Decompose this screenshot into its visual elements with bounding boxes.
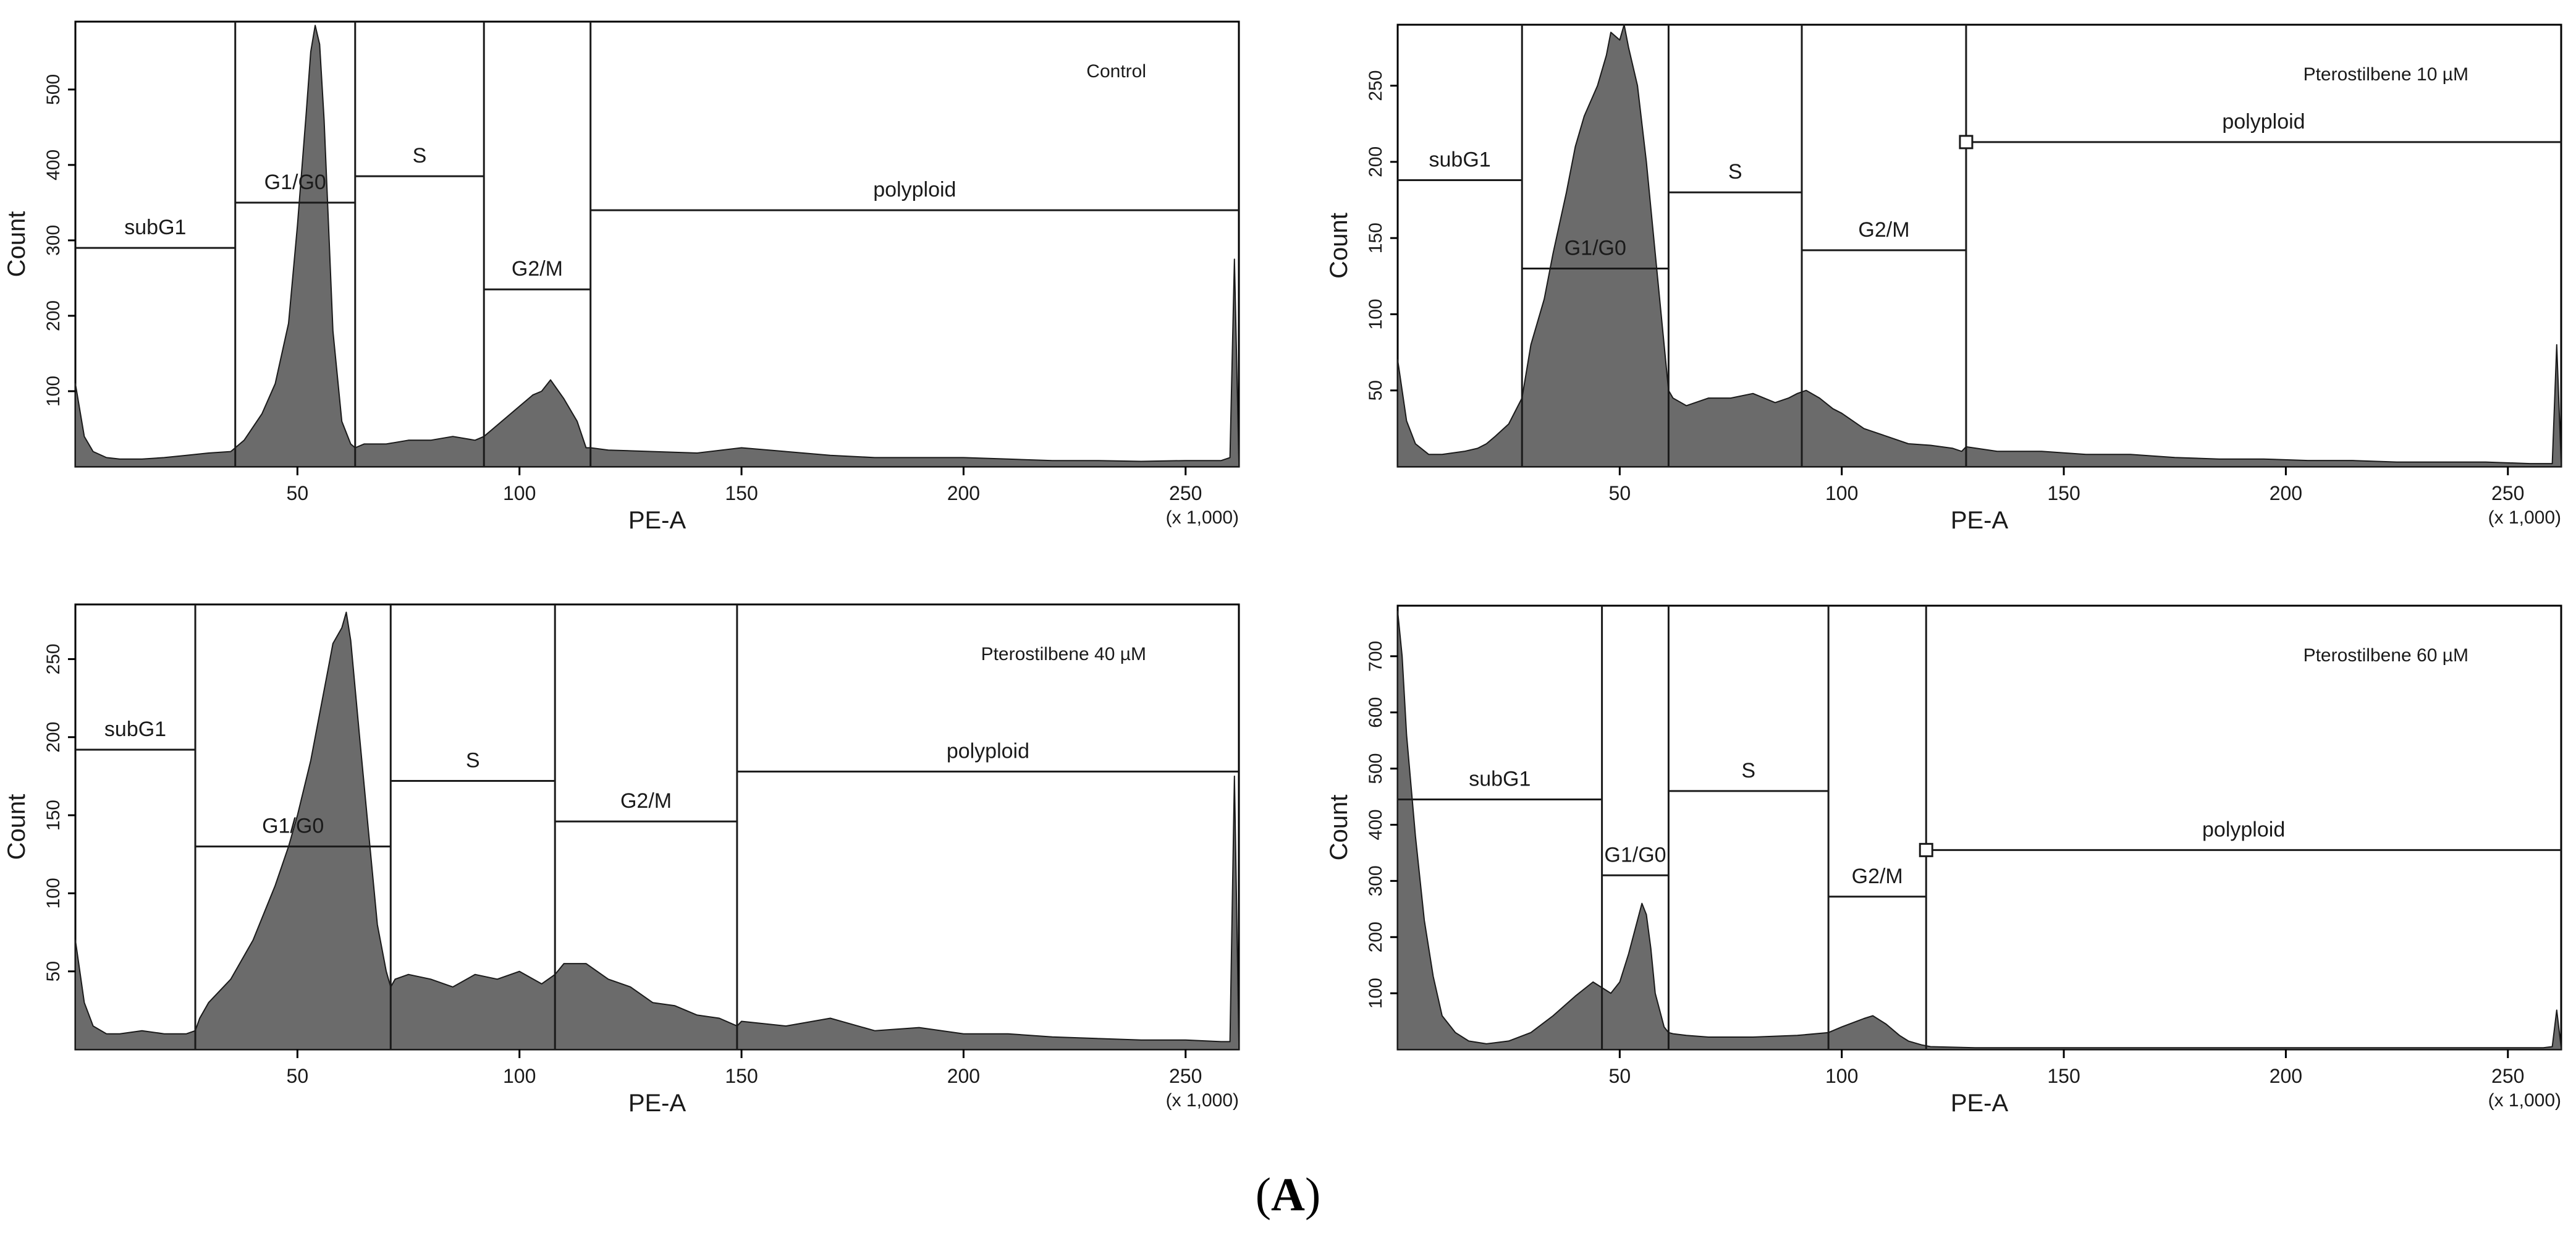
y-axis-title: Count — [3, 211, 30, 278]
panel-title: Control — [1086, 61, 1146, 82]
y-tick-label: 500 — [1366, 753, 1386, 784]
y-tick-label: 150 — [1366, 222, 1386, 253]
y-tick-label: 150 — [43, 800, 64, 831]
plot-frame — [74, 20, 1240, 468]
y-tick-label: 250 — [1366, 70, 1386, 101]
gate-label-g1-g0: G1/G0 — [262, 815, 324, 838]
gate-label-polyploid: polyploid — [2222, 110, 2305, 133]
gate-label-g2-m: G2/M — [620, 789, 672, 813]
chart-panel-1: subG1 G1/G0 S G2/M polyploid 50 100 150 200 250 10… — [3, 20, 1240, 534]
gate-handle-marker[interactable] — [1959, 135, 1974, 150]
y-tick-label: 250 — [43, 643, 64, 674]
gate-label-subg1: subG1 — [124, 216, 186, 239]
x-tick-label: 200 — [2270, 1065, 2302, 1087]
plot-frame — [1396, 604, 2562, 1051]
gate-label-subg1: subG1 — [1429, 148, 1491, 171]
x-axis-title: PE-A — [1951, 507, 2009, 534]
x-tick-label: 100 — [503, 1065, 536, 1087]
x-tick-label: 50 — [1609, 1065, 1631, 1087]
x-tick-label: 150 — [725, 482, 758, 504]
gate-label-s: S — [1741, 759, 1755, 782]
chart-panel-2: subG1 G1/G0 S G2/M polyploid 50 100 150 200 250 50… — [1325, 23, 2562, 534]
x-tick-label: 50 — [1609, 482, 1631, 504]
x-axis-title: PE-A — [628, 507, 686, 534]
gate-label-g1-g0: G1/G0 — [264, 171, 326, 194]
y-tick-label: 100 — [1366, 299, 1386, 329]
figure-panel-label: (A) — [1255, 1169, 1321, 1221]
x-tick-label: 250 — [1169, 482, 1202, 504]
y-tick-label: 400 — [1366, 809, 1386, 840]
panel-title: Pterostilbene 60 µM — [2304, 645, 2468, 666]
x-tick-label: 50 — [287, 482, 309, 504]
y-tick-label: 100 — [1366, 978, 1386, 1009]
gate-label-s: S — [1728, 160, 1742, 184]
x-tick-label: 150 — [2047, 482, 2080, 504]
gate-label-g2-m: G2/M — [1858, 218, 1909, 242]
chart-panel-3: subG1 G1/G0 S G2/M polyploid 50 100 150 200 250 50… — [3, 603, 1240, 1117]
y-tick-label: 50 — [1366, 380, 1386, 400]
gate-label-g1-g0: G1/G0 — [1565, 236, 1626, 260]
x-tick-label: 200 — [947, 1065, 980, 1087]
y-tick-label: 400 — [43, 150, 64, 180]
x-tick-label: 100 — [503, 482, 536, 504]
gate-label-polyploid: polyploid — [947, 739, 1029, 763]
panel-title: Pterostilbene 10 µM — [2304, 64, 2468, 85]
histogram-area — [75, 611, 1239, 1050]
x-tick-label: 250 — [1169, 1065, 1202, 1087]
x-tick-label: 200 — [2270, 482, 2302, 504]
x-axis-title: PE-A — [628, 1090, 686, 1117]
x-tick-label: 100 — [1825, 482, 1858, 504]
gate-label-s: S — [466, 748, 480, 772]
x-tick-label: 200 — [947, 482, 980, 504]
y-axis-title: Count — [1325, 795, 1353, 861]
histogram-area — [1397, 611, 2562, 1050]
panel-title: Pterostilbene 40 µM — [981, 644, 1146, 664]
y-tick-label: 50 — [43, 961, 64, 981]
y-tick-label: 300 — [43, 225, 64, 256]
x-tick-label: 250 — [2491, 1065, 2524, 1087]
x-axis-title: PE-A — [1951, 1090, 2009, 1117]
x-tick-label: 50 — [287, 1065, 309, 1087]
x-tick-label: 250 — [2491, 482, 2524, 504]
gate-label-polyploid: polyploid — [873, 178, 956, 201]
y-tick-label: 200 — [1366, 922, 1386, 952]
gate-label-polyploid: polyploid — [2202, 818, 2285, 841]
x-tick-label: 150 — [2047, 1065, 2080, 1087]
y-tick-label: 300 — [1366, 865, 1386, 896]
y-tick-label: 100 — [43, 878, 64, 909]
gate-label-subg1: subG1 — [104, 718, 166, 741]
gate-label-g2-m: G2/M — [1852, 865, 1903, 888]
x-axis-multiplier: (x 1,000) — [1166, 1090, 1239, 1111]
y-tick-label: 200 — [43, 300, 64, 331]
x-axis-multiplier: (x 1,000) — [2488, 507, 2561, 528]
y-tick-label: 500 — [43, 74, 64, 105]
y-tick-label: 600 — [1366, 697, 1386, 728]
gate-label-g1-g0: G1/G0 — [1604, 843, 1666, 866]
x-tick-label: 150 — [725, 1065, 758, 1087]
x-axis-multiplier: (x 1,000) — [1166, 507, 1239, 528]
gate-label-subg1: subG1 — [1469, 768, 1531, 791]
y-axis-title: Count — [3, 794, 30, 860]
gate-label-g2-m: G2/M — [512, 257, 563, 281]
histogram-area — [1397, 24, 2562, 467]
gate-label-s: S — [413, 144, 427, 167]
y-tick-label: 200 — [43, 722, 64, 753]
x-tick-label: 100 — [1825, 1065, 1858, 1087]
y-tick-label: 700 — [1366, 641, 1386, 672]
x-axis-multiplier: (x 1,000) — [2488, 1090, 2561, 1111]
gate-handle-marker[interactable] — [1919, 842, 1933, 857]
chart-panel-4: subG1 G1/G0 S G2/M polyploid 50 100 150 200 250 10… — [1325, 604, 2562, 1117]
y-tick-label: 200 — [1366, 146, 1386, 177]
y-axis-title: Count — [1325, 213, 1353, 279]
y-tick-label: 100 — [43, 376, 64, 407]
